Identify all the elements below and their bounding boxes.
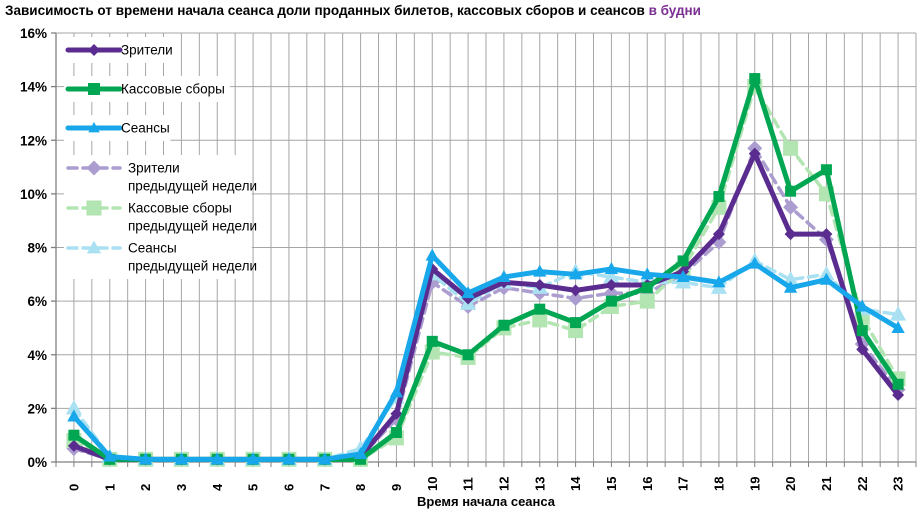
chart-title-highlight: в будни [648, 3, 701, 18]
svg-text:7: 7 [317, 484, 332, 491]
legend-item-1: Кассовые сборы [64, 76, 230, 102]
svg-text:20: 20 [783, 477, 798, 491]
svg-text:12: 12 [496, 477, 511, 491]
svg-text:13: 13 [532, 477, 547, 491]
svg-text:2: 2 [138, 484, 153, 491]
legend-item-0: Зрители [64, 37, 178, 63]
svg-text:6%: 6% [27, 294, 47, 309]
svg-text:Сеансы: Сеансы [128, 241, 177, 256]
legend: Зрители Кассовые сборы Сеансы Зрители предыд… [64, 37, 257, 279]
svg-text:8%: 8% [27, 241, 47, 256]
svg-text:22: 22 [855, 477, 870, 491]
svg-text:4: 4 [210, 483, 225, 491]
y-axis-tick-labels: 0% 2% 4% 6% 8% 10% 12% 14% 16% [20, 26, 47, 470]
svg-text:4%: 4% [27, 348, 47, 363]
svg-text:12%: 12% [20, 133, 47, 148]
svg-text:0%: 0% [27, 455, 47, 470]
svg-text:8: 8 [353, 484, 368, 491]
x-axis-title: Время начала сеанса [417, 494, 555, 509]
svg-text:Зрители: Зрители [121, 43, 173, 58]
svg-text:14%: 14% [20, 80, 47, 95]
svg-text:0: 0 [66, 484, 81, 491]
svg-text:15: 15 [604, 477, 619, 491]
svg-text:5: 5 [246, 484, 261, 491]
svg-text:23: 23 [891, 477, 906, 491]
svg-text:17: 17 [676, 477, 691, 491]
svg-text:9: 9 [389, 484, 404, 491]
series-2 [67, 248, 905, 465]
legend-item-2: Сеансы [64, 115, 171, 141]
legend-item-4: Кассовые сборы предыдущей недели [64, 195, 257, 239]
svg-text:Кассовые сборы: Кассовые сборы [128, 201, 232, 216]
svg-text:1: 1 [102, 484, 117, 491]
svg-text:10%: 10% [20, 187, 47, 202]
svg-text:6: 6 [281, 484, 296, 491]
chart-title-main: Зависимость от времени начала сеанса дол… [5, 3, 649, 18]
svg-text:14: 14 [568, 476, 583, 491]
svg-text:Зрители: Зрители [128, 161, 180, 176]
svg-text:Кассовые сборы: Кассовые сборы [121, 82, 225, 97]
svg-text:3: 3 [174, 484, 189, 491]
svg-text:19: 19 [747, 477, 762, 491]
svg-text:10: 10 [425, 477, 440, 491]
svg-text:16%: 16% [20, 26, 47, 41]
svg-text:2%: 2% [27, 401, 47, 416]
svg-text:18: 18 [711, 477, 726, 491]
svg-text:предыдущей недели: предыдущей недели [128, 259, 257, 274]
svg-text:11: 11 [461, 477, 476, 491]
svg-text:21: 21 [819, 477, 834, 491]
x-axis-tick-labels: 0 1 2 3 4 5 6 7 8 9 10 11 12 13 14 15 16 17 18 19 20 21 22 23 [66, 476, 905, 491]
svg-text:Сеансы: Сеансы [121, 121, 170, 136]
chart-title: Зависимость от времени начала сеанса дол… [5, 3, 701, 18]
svg-text:предыдущей недели: предыдущей недели [128, 219, 257, 234]
svg-text:16: 16 [640, 477, 655, 491]
legend-item-3: Зрители предыдущей недели [64, 155, 257, 199]
svg-text:предыдущей недели: предыдущей недели [128, 179, 257, 194]
legend-item-5: Сеансы предыдущей недели [64, 235, 257, 279]
